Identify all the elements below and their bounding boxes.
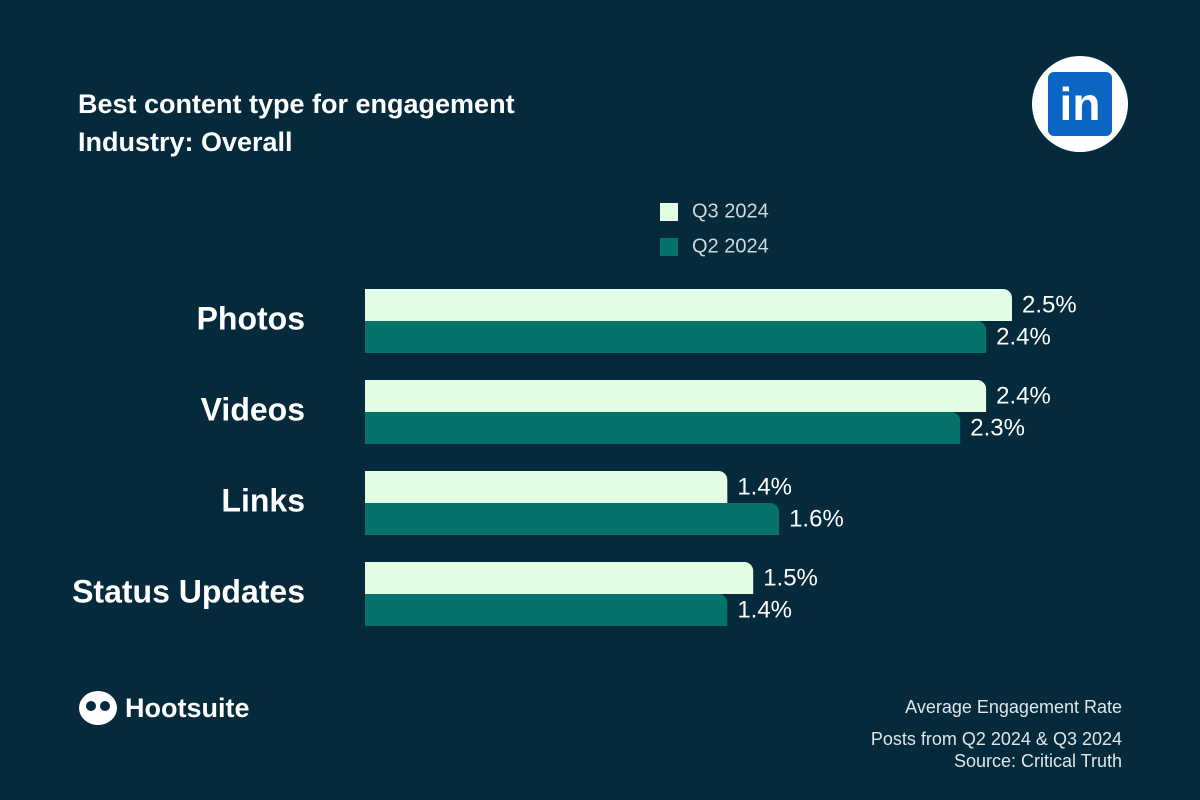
legend-swatch (660, 238, 678, 256)
category-label: Links (221, 482, 305, 518)
bar (365, 380, 987, 412)
bar (365, 289, 1012, 321)
hootsuite-logo: Hootsuite (79, 691, 250, 725)
category-label: Status Updates (72, 573, 305, 609)
legend-label: Q3 2024 (692, 200, 769, 222)
bar (365, 321, 987, 353)
category-label: Videos (201, 391, 305, 427)
bar (365, 562, 754, 594)
value-label: 1.4% (737, 596, 792, 623)
logo-text: in (1060, 78, 1101, 130)
value-label: 2.5% (1022, 291, 1077, 318)
value-label: 1.4% (737, 473, 792, 500)
value-label: 2.4% (996, 323, 1051, 350)
category-label: Photos (197, 300, 305, 336)
bar (365, 594, 728, 626)
logo-square (1048, 72, 1112, 136)
legend-swatch (660, 203, 678, 221)
chart-title: Best content type for engagement (78, 89, 515, 119)
legend-label: Q2 2024 (692, 235, 769, 257)
value-label: 1.6% (789, 505, 844, 532)
bar (365, 471, 728, 503)
brand-text: Hootsuite (125, 693, 250, 723)
linkedin-logo: in (1032, 56, 1128, 152)
footnote: Average Engagement Rate (905, 697, 1122, 717)
bar (365, 412, 961, 444)
footnote: Posts from Q2 2024 & Q3 2024 (871, 729, 1122, 749)
owl-eye (86, 701, 96, 711)
value-label: 2.4% (996, 382, 1051, 409)
chart-subtitle: Industry: Overall (78, 127, 293, 157)
value-label: 1.5% (763, 564, 818, 591)
footnote: Source: Critical Truth (954, 751, 1122, 771)
value-label: 2.3% (970, 414, 1025, 441)
owl-icon (79, 691, 117, 725)
owl-eye (100, 701, 110, 711)
bar (365, 503, 780, 535)
